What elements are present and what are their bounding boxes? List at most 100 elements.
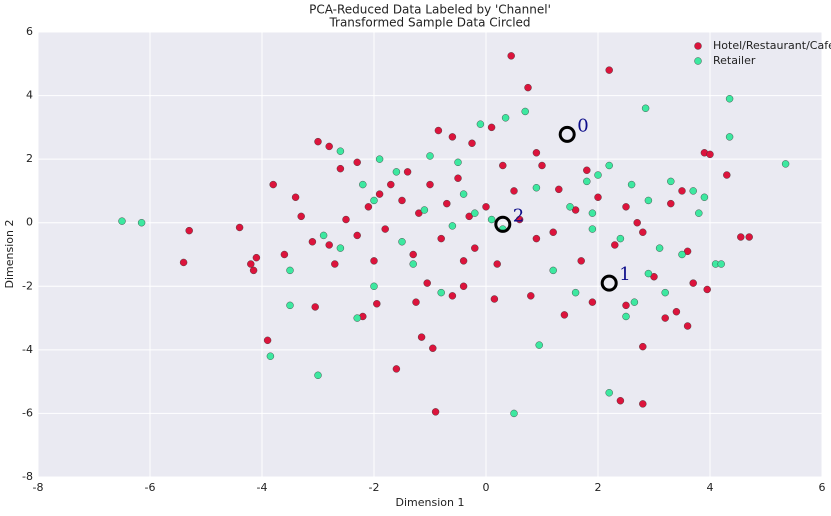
scatter-point xyxy=(689,279,697,287)
y-tick-label: 0 xyxy=(26,216,33,229)
scatter-point xyxy=(627,180,636,189)
scatter-point xyxy=(622,301,630,310)
scatter-point xyxy=(527,292,535,300)
y-tick-label: -2 xyxy=(22,279,33,292)
scatter-point xyxy=(571,288,580,297)
x-tick-label: -4 xyxy=(257,481,268,494)
scatter-point xyxy=(247,260,255,268)
x-tick-label: 0 xyxy=(483,481,490,494)
scatter-point xyxy=(490,295,499,303)
scatter-point xyxy=(286,266,294,275)
legend-label: Hotel/Restaurant/Cafe xyxy=(713,39,831,52)
scatter-point xyxy=(392,168,401,176)
scatter-point xyxy=(118,217,126,225)
scatter-point xyxy=(387,180,395,189)
scatter-point xyxy=(611,241,619,249)
sample-label: 2 xyxy=(513,205,524,226)
scatter-point xyxy=(487,215,496,224)
scatter-point xyxy=(725,95,734,103)
scatter-point xyxy=(781,160,790,168)
scatter-point xyxy=(443,199,451,208)
scatter-point xyxy=(392,365,401,373)
scatter-point xyxy=(532,149,541,157)
y-tick-label: -4 xyxy=(22,343,33,356)
scatter-point xyxy=(459,190,468,198)
scatter-point xyxy=(403,168,412,176)
scatter-point xyxy=(630,298,639,306)
scatter-point xyxy=(448,222,457,230)
scatter-point xyxy=(325,142,333,151)
scatter-point xyxy=(137,219,146,227)
scatter-point xyxy=(448,133,457,141)
scatter-point xyxy=(370,257,378,265)
scatter-point xyxy=(325,241,333,249)
scatter-point xyxy=(532,234,541,243)
scatter-point xyxy=(280,250,289,259)
scatter-point xyxy=(359,180,367,189)
scatter-point xyxy=(398,238,406,246)
scatter-point xyxy=(370,196,378,205)
chart-subtitle: Transformed Sample Data Circled xyxy=(328,16,530,30)
sample-label: 1 xyxy=(619,264,630,285)
scatter-point xyxy=(644,269,653,278)
scatter-point xyxy=(465,212,473,221)
x-tick-label: 2 xyxy=(595,481,602,494)
scatter-point xyxy=(639,228,647,236)
scatter-point xyxy=(588,298,597,306)
scatter-point xyxy=(266,352,275,360)
scatter-point xyxy=(468,139,476,147)
scatter-point xyxy=(415,209,423,217)
scatter-point xyxy=(566,203,574,211)
x-tick-label: 4 xyxy=(707,481,714,494)
scatter-point xyxy=(532,184,541,192)
scatter-point xyxy=(549,266,557,275)
scatter-point xyxy=(448,292,457,300)
scatter-point xyxy=(616,397,625,405)
x-tick-label: -2 xyxy=(369,481,380,494)
scatter-point xyxy=(535,341,543,349)
scatter-point xyxy=(437,288,445,297)
scatter-point xyxy=(336,147,345,155)
scatter-point xyxy=(594,193,602,201)
scatter-point xyxy=(678,250,686,259)
scatter-point xyxy=(353,231,361,240)
scatter-point xyxy=(683,247,692,256)
scatter-point xyxy=(375,190,384,198)
scatter-point xyxy=(420,206,429,214)
scatter-point xyxy=(689,187,697,195)
scatter-point xyxy=(683,322,692,330)
scatter-point xyxy=(487,123,496,132)
scatter-point xyxy=(426,152,434,160)
y-tick-label: 6 xyxy=(26,25,33,38)
scatter-point xyxy=(644,196,653,205)
scatter-point xyxy=(353,158,361,167)
scatter-point xyxy=(471,244,479,252)
scatter-point xyxy=(515,215,524,224)
scatter-point xyxy=(476,120,485,128)
scatter-point xyxy=(308,238,317,246)
scatter-point xyxy=(409,260,417,268)
scatter-point xyxy=(571,206,580,214)
scatter-point xyxy=(499,161,507,170)
scatter-point xyxy=(454,158,462,167)
scatter-point xyxy=(342,215,350,224)
scatter-point xyxy=(286,301,294,310)
scatter-point xyxy=(370,282,378,290)
scatter-point xyxy=(364,203,373,211)
scatter-point xyxy=(605,161,613,170)
scatter-point xyxy=(616,234,625,243)
scatter-point xyxy=(426,180,434,189)
scatter-point xyxy=(745,233,753,241)
sample-circle xyxy=(558,125,576,143)
legend-marker xyxy=(694,42,702,50)
scatter-point xyxy=(353,314,361,322)
scatter-point xyxy=(510,409,518,418)
scatter-point xyxy=(291,193,300,201)
scatter-point xyxy=(667,199,675,208)
scatter-point xyxy=(583,166,591,174)
scatter-point xyxy=(336,164,345,173)
scatter-point xyxy=(507,52,515,60)
scatter-point xyxy=(588,225,597,233)
scatter-point xyxy=(235,223,244,232)
scatter-point xyxy=(672,308,681,316)
